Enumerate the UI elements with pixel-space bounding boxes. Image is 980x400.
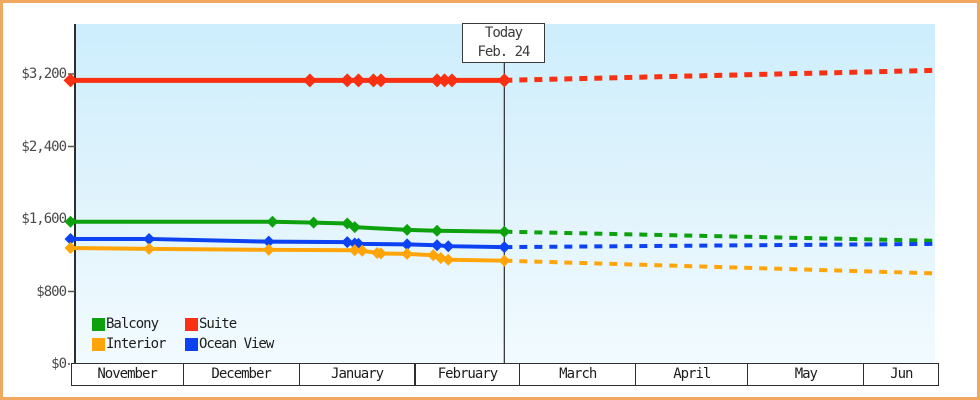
data-point-marker [64,232,77,245]
data-point-marker [266,215,279,228]
month-label-march: March [519,363,637,386]
data-point-marker [340,73,355,88]
data-point-marker [442,253,455,266]
month-label-november: November [70,363,184,386]
series-projection-suite [504,67,935,83]
y-tick-label: $1,600 [21,211,67,227]
legend-label: Interior [106,336,166,352]
data-point-marker [444,73,459,88]
data-point-marker [262,235,275,248]
data-point-marker [437,73,452,88]
y-tick-label: $3,200 [21,66,67,82]
y-tick-label: $800 [36,283,67,300]
y-tick-label: $0 [51,356,67,372]
series-projection-ocean-view [504,241,935,250]
today-flag: Today Feb. 24 [462,23,545,63]
data-point-marker [431,224,444,237]
data-point-marker [356,244,369,257]
legend-item-interior: Interior [92,335,185,353]
legend-swatch [92,317,105,331]
month-label-jun: Jun [863,363,940,386]
series-projection-interior [504,258,935,276]
x-axis-month-band: November December January February March Apri… [70,363,940,386]
legend-swatch [185,317,198,331]
today-date: Feb. 24 [477,44,530,60]
legend-swatch [92,337,105,351]
data-point-marker [431,239,444,252]
data-point-marker [341,236,354,249]
data-point-marker [63,73,78,88]
data-point-marker [64,215,77,228]
data-point-marker [498,225,511,238]
data-point-marker [143,232,156,245]
month-label-april: April [635,363,749,386]
data-point-marker [498,241,511,254]
data-point-marker [348,244,361,257]
y-tick-label: $2,400 [21,138,67,155]
data-point-marker [262,243,275,256]
data-point-marker [348,221,361,234]
data-point-marker [143,242,156,255]
legend-item-ocean-view: Ocean View [185,335,274,353]
legend-item-suite: Suite [185,315,273,333]
data-point-marker [401,223,414,236]
data-point-marker [307,216,320,229]
series-projection-balcony [504,229,935,243]
data-point-marker [401,247,414,260]
data-point-marker [373,73,388,88]
data-point-marker [366,73,381,88]
data-point-marker [442,240,455,253]
data-point-marker [401,238,414,251]
data-point-marker [302,73,317,88]
legend-label: Ocean View [199,336,274,352]
legend-swatch [185,337,198,351]
legend: Balcony Suite Interior Ocean View [92,315,274,353]
legend-item-balcony: Balcony [92,315,185,333]
month-label-february: February [414,363,521,386]
today-label: Today [484,25,523,41]
data-point-marker [374,247,387,260]
month-label-may: May [747,363,865,386]
legend-label: Balcony [106,316,159,332]
month-label-january: January [298,363,416,386]
data-point-marker [497,73,512,88]
data-point-marker [64,242,77,254]
month-label-december: December [182,363,300,386]
chart-canvas [63,24,935,365]
legend-label: Suite [199,316,237,332]
data-point-marker [351,73,366,88]
data-point-marker [430,73,445,88]
data-point-marker [498,254,511,267]
